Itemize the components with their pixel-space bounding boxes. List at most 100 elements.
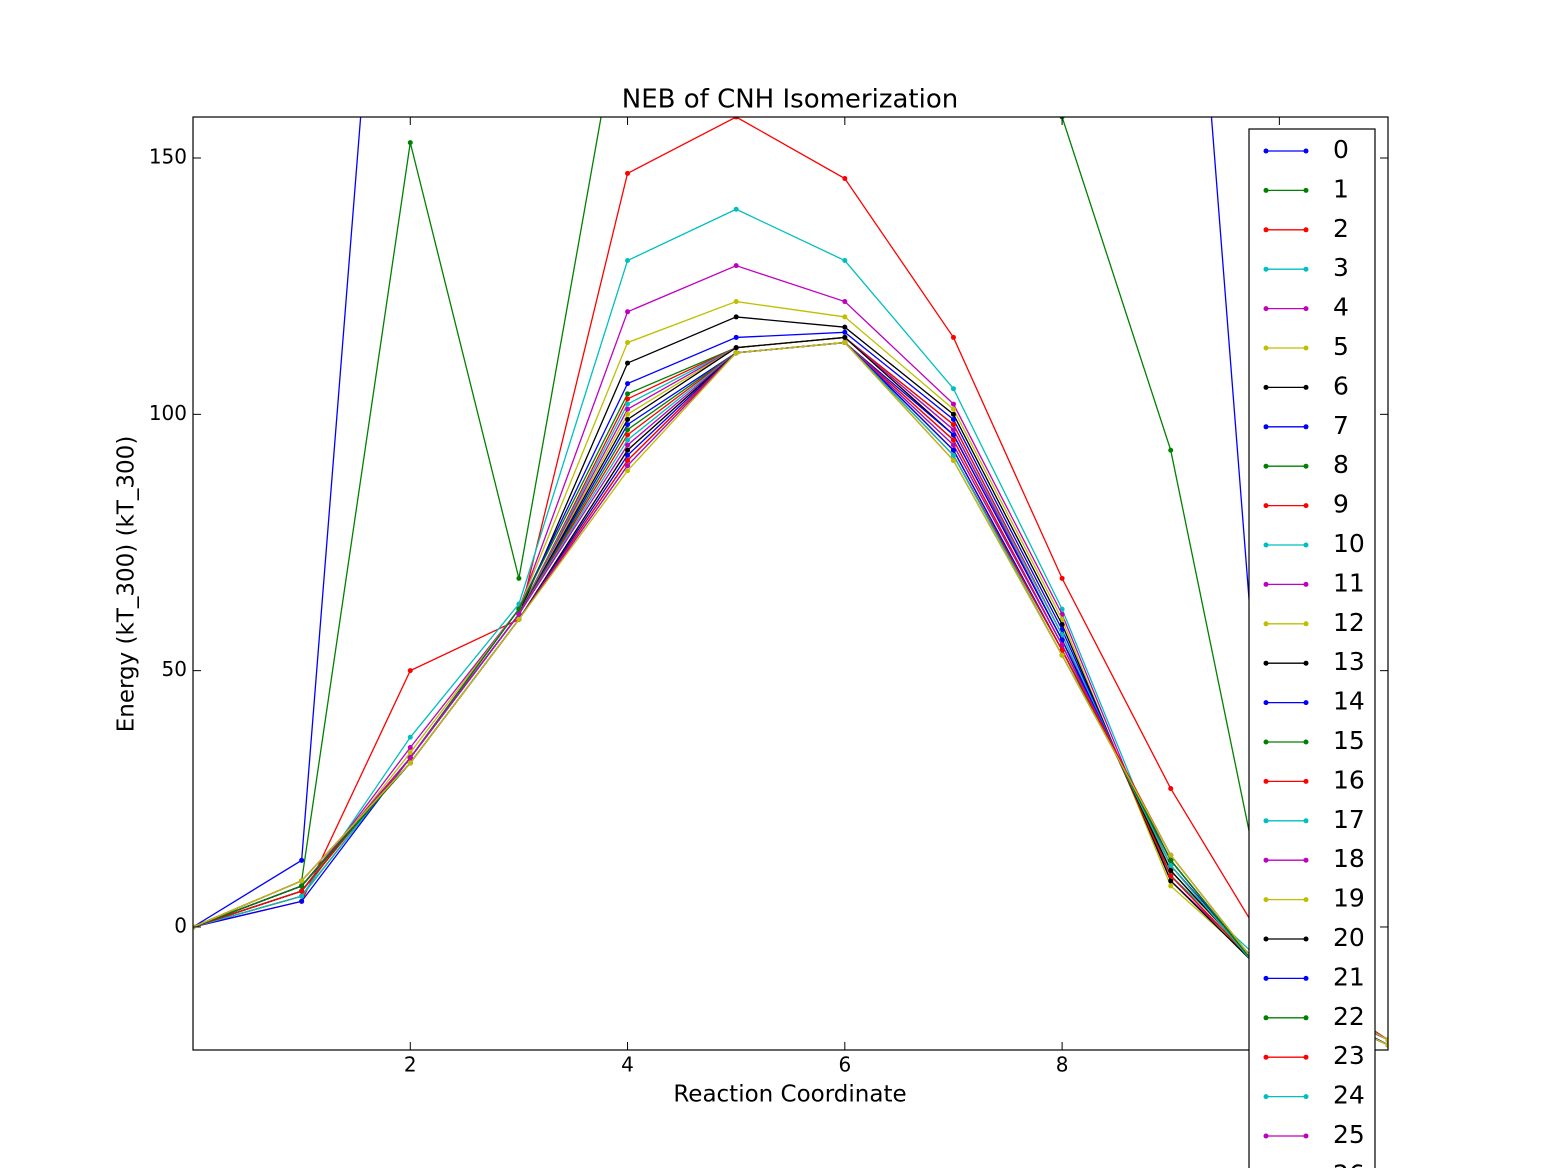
plot-frame (192, 116, 1389, 1051)
data-point (950, 416, 956, 422)
legend-label: 11 (1333, 568, 1365, 597)
data-point (625, 360, 631, 366)
data-point (299, 857, 305, 863)
legend-marker (1263, 424, 1269, 430)
data-point (1059, 606, 1065, 612)
data-point (625, 170, 631, 176)
data-point (1059, 652, 1065, 658)
legend-marker (1263, 936, 1269, 942)
data-point (733, 263, 739, 269)
data-point (407, 140, 413, 146)
legend-marker (1263, 345, 1269, 351)
data-point (1168, 852, 1174, 858)
legend-marker (1303, 660, 1309, 666)
legend-marker (1303, 818, 1309, 824)
data-point (407, 750, 413, 756)
data-point (407, 734, 413, 740)
data-point (299, 898, 305, 904)
legend-label: 8 (1333, 450, 1349, 479)
legend-marker (1303, 148, 1309, 154)
data-point (1168, 883, 1174, 889)
data-point (733, 314, 739, 320)
data-point (950, 386, 956, 392)
data-point (950, 427, 956, 433)
y-tick-label: 50 (162, 657, 187, 681)
series-line (193, 341, 1388, 1046)
data-point (1059, 622, 1065, 628)
data-point (733, 299, 739, 305)
legend-marker (1303, 1094, 1309, 1100)
legend-marker (1303, 424, 1309, 430)
data-point (1168, 873, 1174, 879)
legend-marker (1263, 1015, 1269, 1021)
legend-marker (1263, 148, 1269, 154)
legend-label: 7 (1333, 411, 1349, 440)
legend-label: 18 (1333, 844, 1365, 873)
data-point (516, 575, 522, 581)
x-tick-label: 2 (404, 1053, 417, 1077)
legend-label: 12 (1333, 608, 1365, 637)
data-point (1059, 637, 1065, 643)
legend-marker (1303, 384, 1309, 390)
legend-marker (1263, 306, 1269, 312)
series-line (193, 117, 1388, 1041)
data-point (950, 442, 956, 448)
legend-marker (1263, 700, 1269, 706)
data-point (1059, 632, 1065, 638)
legend-marker (1303, 306, 1309, 312)
series-line (193, 117, 1388, 1041)
data-point (950, 452, 956, 458)
data-point (950, 432, 956, 438)
data-point (299, 878, 305, 884)
legend-marker (1303, 857, 1309, 863)
data-point (1059, 616, 1065, 622)
data-point (625, 396, 631, 402)
legend-marker (1303, 621, 1309, 627)
legend-marker (1303, 1015, 1309, 1021)
legend-label: 6 (1333, 371, 1349, 400)
legend-label: 14 (1333, 687, 1365, 716)
legend-marker (1303, 700, 1309, 706)
legend-label: 1 (1333, 174, 1349, 203)
data-point (1059, 575, 1065, 581)
legend-marker (1303, 897, 1309, 903)
data-point (1168, 878, 1174, 884)
data-point (842, 176, 848, 182)
legend-label: 10 (1333, 529, 1365, 558)
series-line (193, 300, 1388, 1041)
data-point (1168, 868, 1174, 874)
legend-label: 17 (1333, 805, 1365, 834)
data-point (407, 745, 413, 751)
chart-title: NEB of CNH Isomerization (622, 85, 958, 115)
legend-marker (1303, 266, 1309, 272)
legend-box (1248, 128, 1376, 1168)
legend-marker (1263, 266, 1269, 272)
data-point (625, 391, 631, 397)
legend-label: 24 (1333, 1081, 1365, 1110)
legend-marker (1263, 778, 1269, 784)
legend-marker (1263, 463, 1269, 469)
legend-marker (1263, 1133, 1269, 1139)
legend-marker (1263, 897, 1269, 903)
legend-marker (1263, 581, 1269, 587)
x-tick-label: 4 (621, 1053, 634, 1077)
legend-label: 19 (1333, 884, 1365, 913)
data-point (733, 206, 739, 212)
data-point (299, 893, 305, 899)
data-point (842, 340, 848, 346)
series-line (193, 208, 1388, 1041)
legend-label: 16 (1333, 765, 1365, 794)
legend-label: 13 (1333, 647, 1365, 676)
data-point (1168, 862, 1174, 868)
data-point (842, 299, 848, 305)
data-point (625, 406, 631, 412)
legend-marker (1263, 621, 1269, 627)
data-point (625, 416, 631, 422)
y-tick-label: 100 (149, 401, 187, 425)
legend-marker (1303, 581, 1309, 587)
legend-label: 20 (1333, 923, 1365, 952)
legend-marker (1263, 857, 1269, 863)
legend-marker (1263, 1054, 1269, 1060)
data-point (1385, 1037, 1388, 1043)
